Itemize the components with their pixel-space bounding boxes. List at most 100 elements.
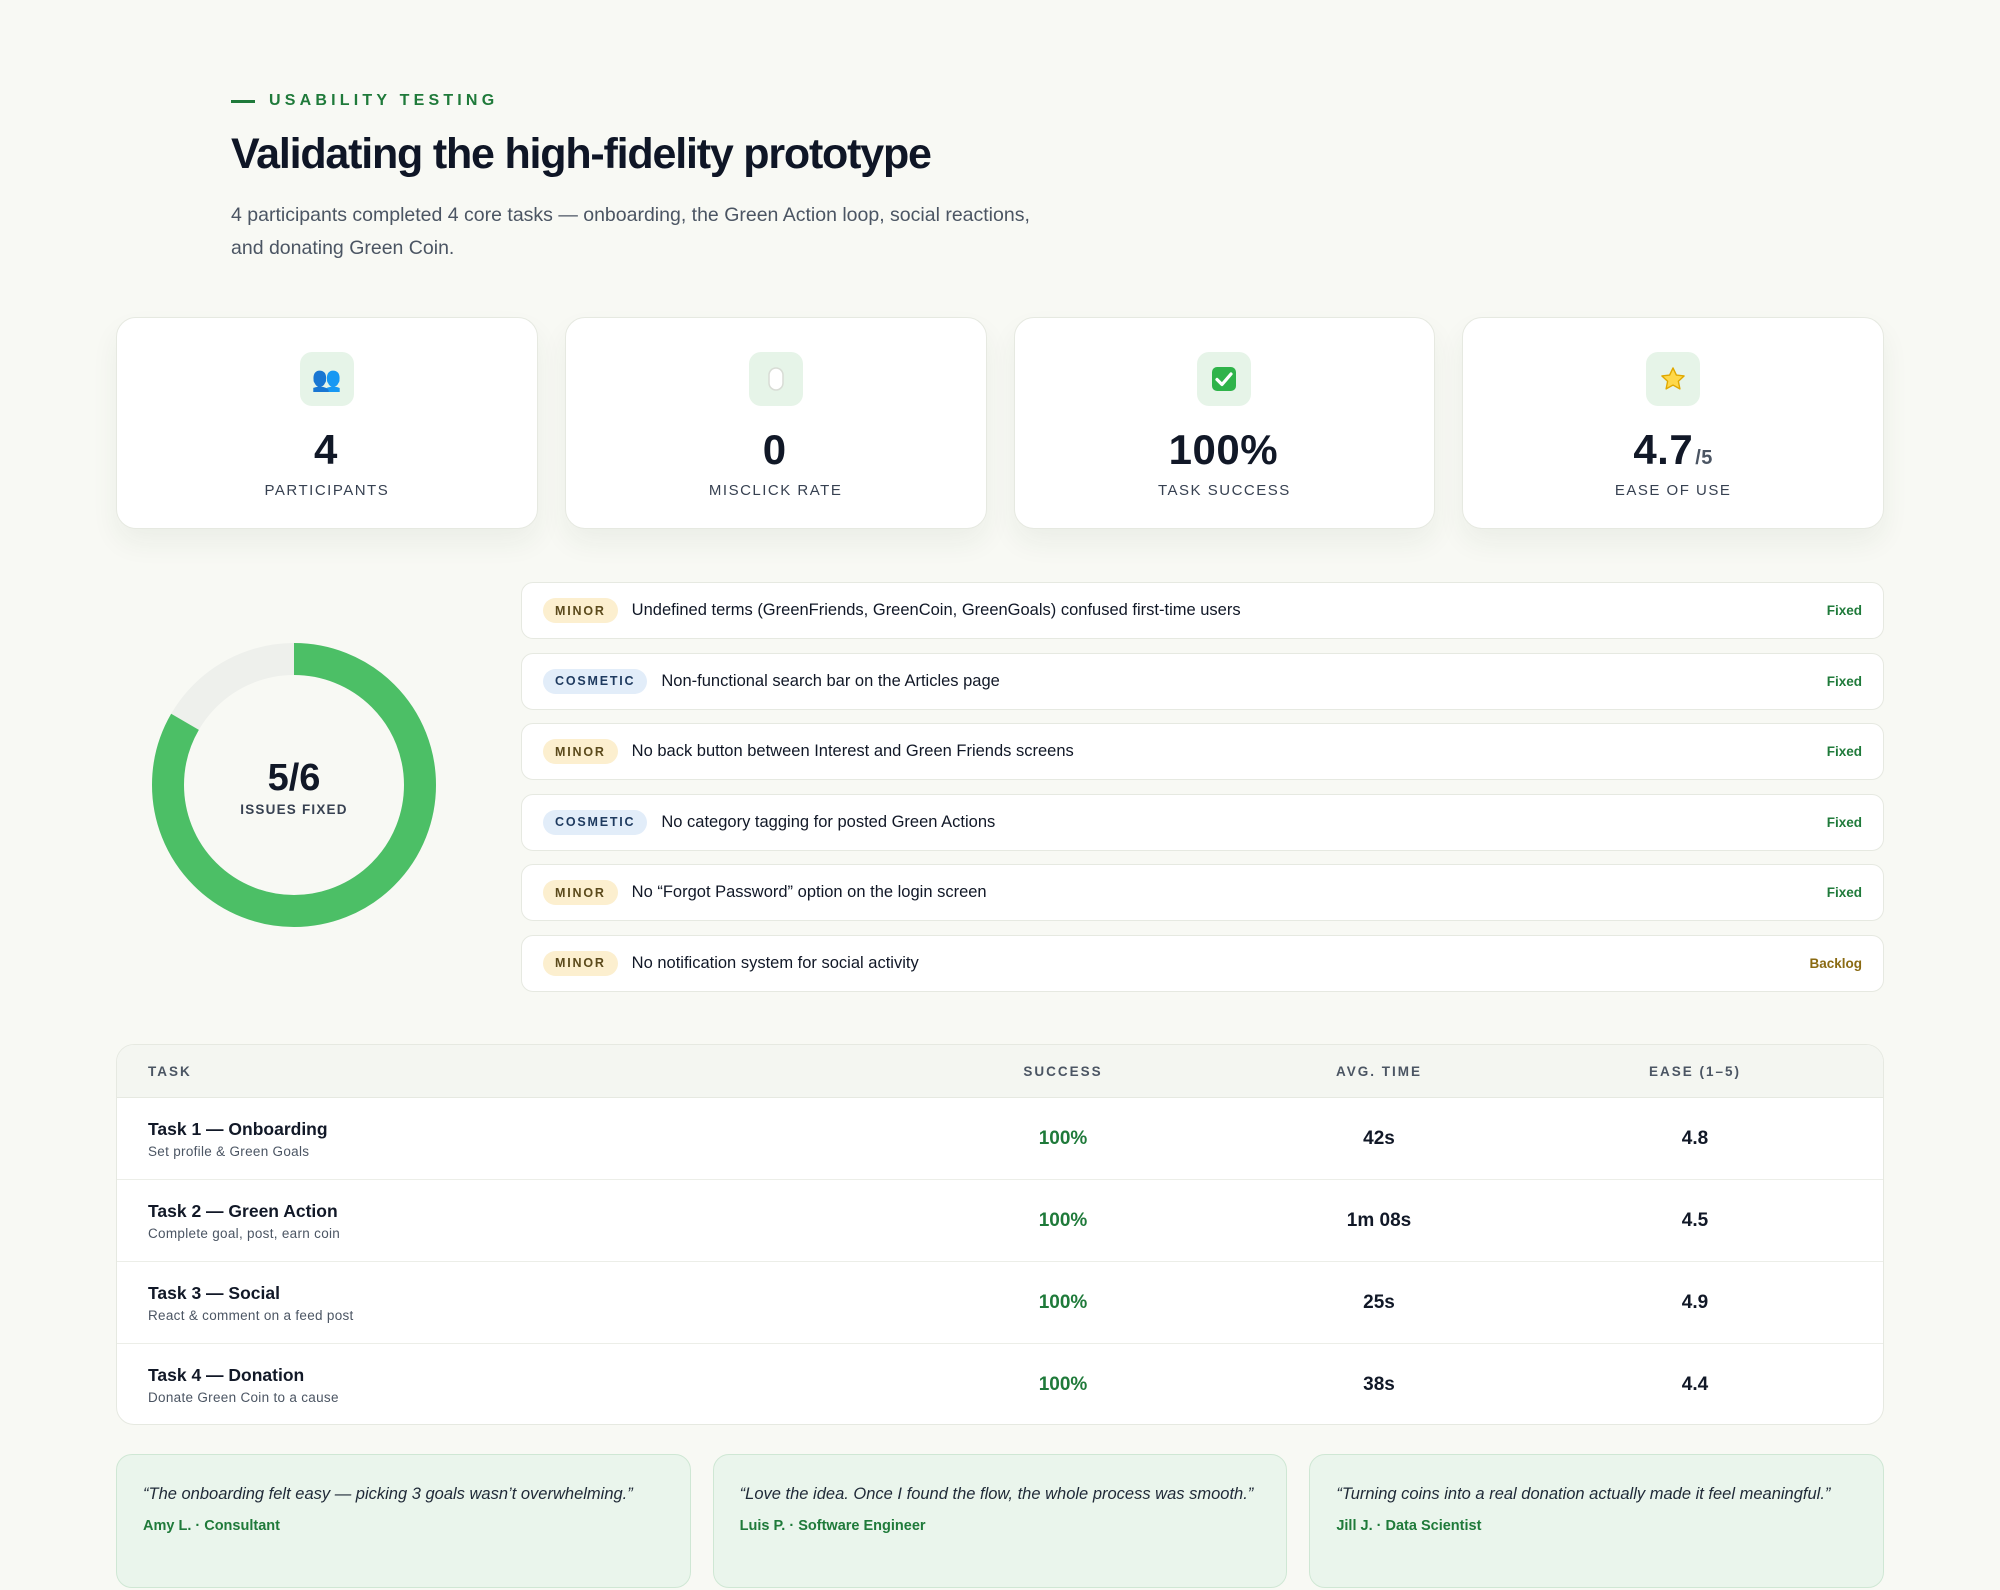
issue-text: Non-functional search bar on the Article…	[661, 671, 1000, 690]
task-description: React & comment on a feed post	[148, 1307, 354, 1323]
stats-row: 👥 4 PARTICIPANTS 0 MISCLICK RATE 100% TA…	[116, 317, 1884, 529]
success-cell: 100%	[1038, 1209, 1088, 1231]
avg-time-cell: 42s	[1363, 1127, 1395, 1149]
severity-badge: COSMETIC	[543, 668, 648, 694]
stat-label: TASK SUCCESS	[1158, 482, 1291, 499]
task-cell: Task 1 — Onboarding Set profile & Green …	[148, 1119, 328, 1159]
issue-row: MINOR Undefined terms (GreenFriends, Gre…	[521, 582, 1884, 639]
stat-card-misclick-rate: 0 MISCLICK RATE	[564, 317, 987, 529]
stat-card-ease-of-use: 4.7/5 EASE OF USE	[1462, 317, 1884, 529]
ease-cell: 4.8	[1681, 1127, 1709, 1149]
column-header-task: TASK	[148, 1063, 192, 1079]
table-header: TASK SUCCESS AVG. TIME EASE (1–5)	[117, 1045, 1883, 1098]
issue-row: MINOR No “Forgot Password” option on the…	[521, 864, 1884, 921]
stat-label: MISCLICK RATE	[708, 482, 843, 499]
testimonial-quote: “Turning coins into a real donation actu…	[1336, 1485, 1831, 1503]
donut-value: 5/6	[267, 757, 321, 799]
stat-value: 0	[762, 426, 787, 473]
page-subtitle: 4 participants completed 4 core tasks — …	[231, 204, 1030, 259]
issue-status: Fixed	[1826, 814, 1862, 830]
issues-list: MINOR Undefined terms (GreenFriends, Gre…	[521, 582, 1884, 1005]
task-name: Task 2 — Green Action	[148, 1200, 338, 1221]
issue-status: Fixed	[1826, 744, 1862, 759]
testimonial-card: “Turning coins into a real donation actu…	[1309, 1454, 1885, 1588]
star-icon	[1646, 352, 1701, 406]
star-icon-shape	[1661, 367, 1685, 390]
issue-text: No “Forgot Password” option on the login…	[631, 883, 987, 901]
avg-time-cell: 38s	[1363, 1374, 1395, 1395]
issue-status: Fixed	[1826, 673, 1862, 689]
issue-status: Backlog	[1809, 955, 1862, 971]
task-name: Task 1 — Onboarding	[148, 1118, 328, 1139]
stat-value: 100%	[1168, 426, 1279, 473]
issue-row: COSMETIC Non-functional search bar on th…	[521, 652, 1884, 710]
stat-card-participants: 👥 4 PARTICIPANTS	[116, 317, 538, 529]
page-title: Validating the high-fidelity prototype	[231, 130, 932, 178]
testimonial-quote: “The onboarding felt easy — picking 3 go…	[143, 1485, 633, 1503]
testimonials-row: “The onboarding felt easy — picking 3 go…	[116, 1454, 1885, 1588]
issues-fixed-donut: 5/6 ISSUES FIXED	[151, 642, 437, 928]
task-results-table: TASK SUCCESS AVG. TIME EASE (1–5) Task 1…	[116, 1044, 1884, 1425]
stat-value: 4	[313, 426, 338, 473]
success-cell: 100%	[1038, 1374, 1088, 1395]
table-row: Task 4 — Donation Donate Green Coin to a…	[117, 1344, 1883, 1424]
testimonial-quote: “Love the idea. Once I found the flow, t…	[739, 1485, 1254, 1503]
donut-progress-arc	[152, 643, 436, 927]
ease-cell: 4.4	[1681, 1374, 1709, 1395]
success-cell: 100%	[1038, 1127, 1088, 1149]
testimonial-author: Amy L. · Consultant	[143, 1518, 280, 1534]
donut-ring	[152, 643, 436, 927]
page-header: USABILITY TESTING Validating the high-fi…	[231, 92, 1131, 265]
column-header-avg-time: AVG. TIME	[1335, 1063, 1422, 1079]
severity-badge: MINOR	[543, 739, 618, 764]
table-row: Task 3 — Social React & comment on a fee…	[117, 1262, 1883, 1344]
stat-card-task-success: 100% TASK SUCCESS	[1013, 317, 1436, 529]
issue-text: Undefined terms (GreenFriends, GreenCoin…	[631, 601, 1241, 619]
stat-value: 4.7/5	[1633, 426, 1713, 473]
section-eyebrow: USABILITY TESTING	[231, 92, 1131, 110]
severity-badge: COSMETIC	[543, 809, 648, 835]
column-header-success: SUCCESS	[1023, 1063, 1103, 1079]
task-cell: Task 3 — Social React & comment on a fee…	[148, 1283, 354, 1323]
testimonial-author: Luis P. · Software Engineer	[739, 1518, 926, 1534]
mouse-icon-shape	[767, 367, 784, 391]
avg-time-cell: 1m 08s	[1346, 1209, 1412, 1231]
issue-status: Fixed	[1826, 603, 1862, 618]
ease-cell: 4.5	[1681, 1209, 1709, 1231]
eyebrow-rule	[231, 99, 255, 103]
issue-text: No category tagging for posted Green Act…	[661, 812, 996, 831]
checkmark-icon	[1197, 352, 1252, 406]
issue-row: COSMETIC No category tagging for posted …	[521, 793, 1884, 851]
severity-badge: MINOR	[543, 950, 618, 976]
task-cell: Task 4 — Donation Donate Green Coin to a…	[148, 1365, 339, 1405]
issue-row: MINOR No back button between Interest an…	[521, 723, 1884, 780]
task-cell: Task 2 — Green Action Complete goal, pos…	[148, 1201, 340, 1241]
donut-label: ISSUES FIXED	[240, 802, 348, 817]
column-header-ease: EASE (1–5)	[1648, 1063, 1742, 1079]
task-description: Set profile & Green Goals	[148, 1143, 310, 1159]
severity-badge: MINOR	[543, 598, 618, 623]
issue-text: No back button between Interest and Gree…	[631, 742, 1074, 760]
stat-label: PARTICIPANTS	[264, 482, 390, 499]
table-row: Task 1 — Onboarding Set profile & Green …	[117, 1098, 1883, 1180]
issue-row: MINOR No notification system for social …	[521, 934, 1884, 992]
stat-label: EASE OF USE	[1614, 482, 1732, 499]
success-cell: 100%	[1038, 1291, 1088, 1313]
checkmark-icon-shape	[1212, 367, 1237, 391]
donut-center: 5/6 ISSUES FIXED	[151, 642, 437, 928]
people-icon: 👥	[299, 352, 354, 406]
task-name: Task 4 — Donation	[148, 1365, 305, 1385]
testimonial-card: “Love the idea. Once I found the flow, t…	[712, 1454, 1288, 1588]
testimonial-author: Jill J. · Data Scientist	[1336, 1518, 1482, 1534]
ease-cell: 4.9	[1681, 1291, 1709, 1313]
table-row: Task 2 — Green Action Complete goal, pos…	[117, 1180, 1883, 1262]
mouse-icon	[748, 352, 803, 406]
testimonial-card: “The onboarding felt easy — picking 3 go…	[116, 1454, 691, 1588]
eyebrow-label: USABILITY TESTING	[269, 92, 499, 109]
issue-text: No notification system for social activi…	[631, 953, 919, 972]
avg-time-cell: 25s	[1363, 1291, 1395, 1313]
task-description: Donate Green Coin to a cause	[148, 1390, 339, 1405]
task-description: Complete goal, post, earn coin	[148, 1225, 341, 1241]
issue-status: Fixed	[1826, 885, 1862, 900]
severity-badge: MINOR	[543, 880, 618, 905]
